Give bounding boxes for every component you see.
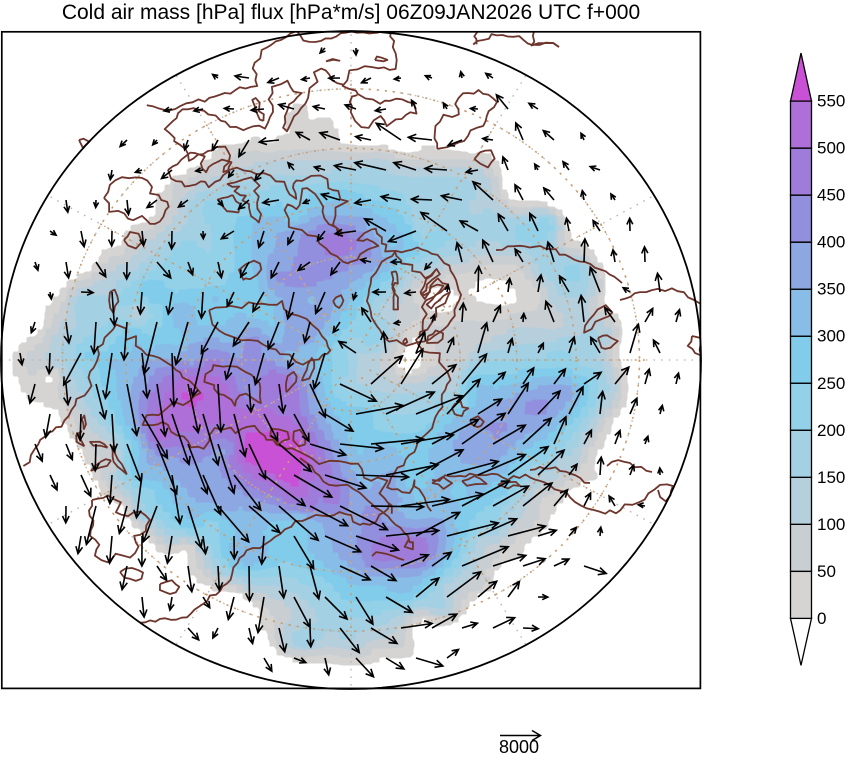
svg-text:250: 250 xyxy=(817,374,845,393)
svg-text:0: 0 xyxy=(817,609,826,628)
svg-text:450: 450 xyxy=(817,186,845,205)
svg-text:50: 50 xyxy=(817,562,836,581)
svg-text:200: 200 xyxy=(817,421,845,440)
svg-text:400: 400 xyxy=(817,233,845,252)
svg-text:300: 300 xyxy=(817,327,845,346)
svg-text:500: 500 xyxy=(817,139,845,158)
svg-text:8000: 8000 xyxy=(499,737,539,755)
svg-text:100: 100 xyxy=(817,515,845,534)
svg-text:550: 550 xyxy=(817,92,845,111)
svg-text:350: 350 xyxy=(817,280,845,299)
svg-text:Cold air mass [hPa] flux [hPa*: Cold air mass [hPa] flux [hPa*m/s] 06Z09… xyxy=(62,1,640,24)
svg-text:150: 150 xyxy=(817,468,845,487)
